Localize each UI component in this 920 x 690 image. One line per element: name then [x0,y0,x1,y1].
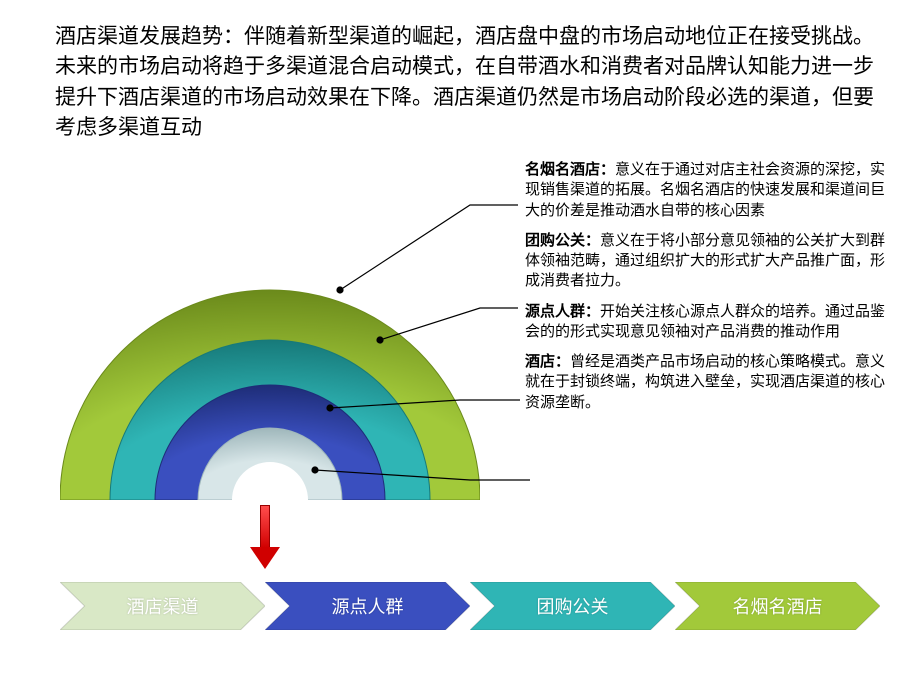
chevron-hotel-channel: 酒店渠道 [60,582,265,630]
red-arrow-down-icon [252,505,278,569]
chevron-process-row: 酒店渠道 源点人群 团购公关 名烟名酒店 [60,582,880,626]
chevron-label: 源点人群 [332,593,404,619]
chevron-group-buy: 团购公关 [470,582,675,630]
annotation-body: 曾经是酒类产品市场启动的核心策略模式。意义就在于封锁终端，构筑进入壁垒，实现酒店… [525,353,885,411]
annotation-source-crowd: 源点人群：开始关注核心源点人群众的培养。通过品鉴会的的形式实现意见领袖对产品消费… [525,302,895,343]
annotation-title: 团购公关： [525,232,600,249]
annotation-title: 名烟名酒店： [525,161,615,178]
annotations-column: 名烟名酒店：意义在于通过对店主社会资源的深挖，实现销售渠道的拓展。名烟名酒店的快… [525,160,895,423]
annotation-hotel: 酒店：曾经是酒类产品市场启动的核心策略模式。意义就在于封锁终端，构筑进入壁垒，实… [525,352,895,413]
annotation-famous-stores: 名烟名酒店：意义在于通过对店主社会资源的深挖，实现销售渠道的拓展。名烟名酒店的快… [525,160,895,221]
chevron-label: 名烟名酒店 [733,593,823,619]
chevron-famous-stores: 名烟名酒店 [675,582,880,630]
chevron-source-crowd: 源点人群 [265,582,470,630]
intro-paragraph: 酒店渠道发展趋势：伴随着新型渠道的崛起，酒店盘中盘的市场启动地位正在接受挑战。未… [55,22,875,144]
arcs-svg [60,260,480,500]
annotation-title: 酒店： [525,353,570,370]
semi-circle-diagram [60,260,480,500]
annotation-group-buy: 团购公关：意义在于将小部分意见领袖的公关扩大到群体领袖范畴，通过组织扩大的形式扩… [525,231,895,292]
annotation-title: 源点人群： [525,303,600,320]
chevron-label: 酒店渠道 [127,593,199,619]
chevron-label: 团购公关 [537,593,609,619]
